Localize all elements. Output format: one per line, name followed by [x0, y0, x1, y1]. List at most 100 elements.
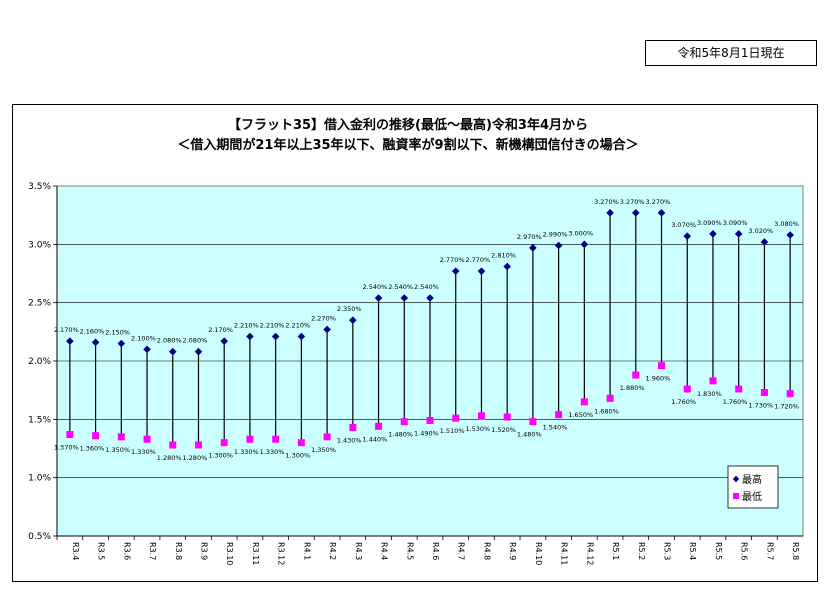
min-rate-marker — [246, 435, 254, 443]
max-rate-label: 3.090% — [723, 219, 748, 227]
y-tick-label: 1.5% — [28, 415, 51, 425]
max-rate-label: 2.080% — [157, 337, 182, 345]
y-tick-label: 1.0% — [28, 474, 51, 484]
max-rate-label: 2.160% — [80, 327, 105, 335]
max-rate-label: 2.270% — [311, 315, 336, 323]
min-rate-marker — [529, 418, 537, 426]
min-rate-label: 1.680% — [594, 407, 619, 415]
min-rate-label: 1.720% — [774, 403, 799, 411]
min-rate-marker — [297, 439, 305, 447]
x-tick-label: R4.3 — [354, 542, 363, 560]
max-rate-label: 3.080% — [774, 220, 799, 228]
y-tick-label: 3.5% — [28, 182, 51, 192]
min-rate-label: 1.650% — [568, 411, 593, 419]
max-rate-marker — [66, 337, 74, 345]
high-low-stems — [69, 212, 791, 445]
x-tick-label: R3.7 — [148, 542, 157, 560]
x-tick-label: R5.2 — [637, 542, 646, 560]
max-rate-marker — [631, 209, 640, 217]
max-rate-label: 2.350% — [337, 305, 362, 313]
max-rate-marker — [529, 244, 537, 252]
max-rate-label: 3.000% — [568, 229, 593, 237]
x-tick-label: R4.9 — [508, 542, 517, 560]
legend-min-marker — [733, 493, 739, 499]
min-rate-label: 1.490% — [414, 430, 439, 438]
max-rate-label: 2.100% — [131, 334, 156, 342]
x-tick-label: R5.4 — [688, 542, 697, 560]
max-rate-marker — [117, 339, 126, 348]
min-rate-marker — [92, 432, 100, 440]
min-rate-marker — [709, 377, 717, 385]
max-rate-marker — [220, 337, 229, 345]
x-tick-label: R3.9 — [199, 542, 208, 560]
x-tick-label: R3.5 — [97, 542, 106, 560]
min-rate-label: 1.830% — [697, 390, 722, 398]
max-rate-marker — [168, 347, 177, 356]
min-rate-label: 1.530% — [465, 425, 490, 433]
x-tick-label: R4.7 — [457, 542, 466, 560]
max-rate-marker — [426, 294, 434, 302]
x-tick-label: R4.4 — [380, 542, 389, 560]
min-rate-label: 1.960% — [646, 375, 671, 383]
max-rate-marker — [194, 347, 203, 356]
max-rate-label: 2.990% — [543, 231, 568, 239]
max-rate-label: 2.170% — [208, 326, 233, 334]
max-rate-label: 2.210% — [285, 322, 310, 330]
min-rate-label: 1.300% — [285, 452, 310, 460]
max-rate-label: 3.070% — [671, 221, 696, 229]
legend-box — [727, 465, 779, 509]
min-rate-label: 1.760% — [723, 398, 748, 406]
max-rate-label: 2.150% — [105, 329, 130, 337]
min-rate-label: 1.480% — [388, 431, 413, 439]
x-tick-label: R3.8 — [174, 542, 183, 560]
min-rate-marker — [194, 441, 202, 449]
min-rate-marker — [169, 441, 177, 449]
y-tick-label: 2.0% — [28, 357, 51, 367]
min-rate-marker — [735, 385, 743, 393]
min-rate-marker — [683, 385, 691, 393]
min-rate-label: 1.480% — [517, 431, 542, 439]
min-rate-marker — [117, 433, 125, 441]
max-rate-marker — [606, 209, 614, 217]
max-rate-label: 2.970% — [517, 233, 542, 241]
max-rate-marker — [503, 262, 511, 271]
data-markers — [66, 209, 794, 449]
max-rate-marker — [451, 267, 460, 275]
min-rate-marker — [452, 414, 460, 422]
as-of-date-label: 令和5年8月1日現在 — [645, 40, 817, 66]
max-rate-marker — [554, 241, 563, 250]
min-rate-marker — [323, 433, 331, 441]
max-rate-marker — [400, 294, 409, 302]
max-rate-marker — [374, 294, 383, 302]
x-tick-label: R4.5 — [405, 542, 414, 560]
x-tick-label: R3.6 — [122, 542, 131, 560]
min-rate-label: 1.370% — [54, 444, 79, 452]
min-rate-label: 1.330% — [260, 448, 285, 456]
axes: 0.5% 1.0% 1.5% 2.0% 2.5% 3.0% 3.5% R3.4 R3.5 R3.6… — [28, 182, 803, 565]
max-rate-marker — [323, 325, 331, 334]
max-rate-marker — [709, 230, 717, 238]
min-rate-marker — [477, 412, 485, 420]
x-tick-label: R3.12 — [277, 542, 286, 565]
max-rate-label: 3.270% — [646, 198, 671, 206]
max-rate-label: 2.170% — [54, 326, 79, 334]
y-tick-label: 0.5% — [28, 532, 51, 542]
x-tick-label: R4.8 — [482, 542, 491, 560]
x-tick-label: R4.1 — [302, 542, 311, 560]
max-rate-label: 2.210% — [260, 322, 285, 330]
max-rate-marker — [143, 345, 151, 354]
min-rate-label: 1.330% — [131, 448, 156, 456]
min-rate-label: 1.430% — [337, 437, 362, 445]
x-tick-label: R5.3 — [663, 542, 672, 560]
max-rate-marker — [760, 238, 769, 246]
max-rate-marker — [349, 316, 357, 324]
max-rate-label: 2.540% — [363, 283, 388, 291]
min-rate-label: 1.280% — [157, 454, 182, 462]
x-tick-label: R3.10 — [225, 542, 234, 565]
min-rate-marker — [375, 422, 383, 430]
min-rate-marker — [272, 435, 280, 443]
max-rate-marker — [91, 338, 100, 347]
max-rate-label: 3.020% — [748, 227, 773, 235]
max-rate-marker — [297, 332, 306, 341]
